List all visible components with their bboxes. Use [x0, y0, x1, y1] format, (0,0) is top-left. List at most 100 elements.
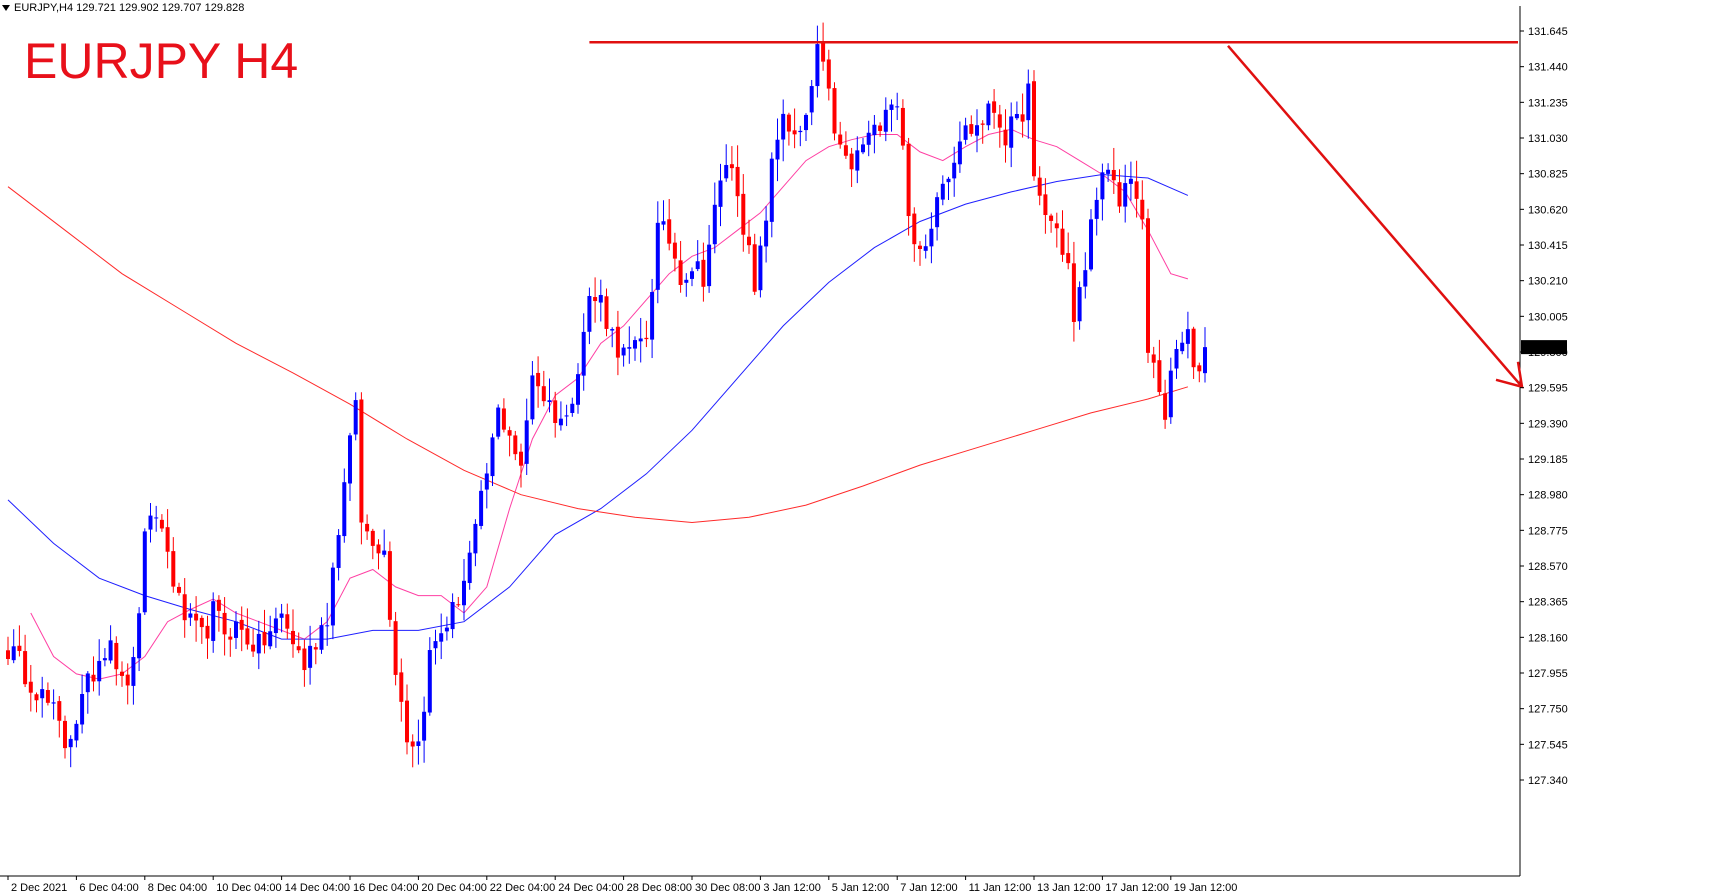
candle-body [593, 297, 598, 302]
candle [821, 22, 826, 71]
candle [507, 426, 512, 457]
candle-body [1168, 370, 1173, 418]
annotations [589, 41, 1524, 389]
y-tick-label: 131.440 [1528, 62, 1568, 74]
candle-body [63, 720, 67, 749]
candle-body [912, 213, 917, 245]
candle [593, 277, 598, 323]
candle [695, 240, 700, 272]
candle [23, 634, 28, 688]
candle [581, 313, 586, 391]
candle-body [781, 113, 786, 140]
candle [1077, 281, 1082, 330]
candle-body [165, 527, 170, 552]
candle [975, 109, 979, 153]
candle-body [735, 166, 740, 197]
y-tick-label: 131.645 [1528, 26, 1568, 38]
x-tick-label: 11 Jan 12:00 [969, 882, 1032, 894]
candle [1146, 208, 1150, 363]
candle-body [1026, 83, 1031, 121]
y-tick-label: 127.750 [1528, 704, 1568, 716]
candle [935, 192, 940, 241]
candle-body [1060, 228, 1065, 255]
candle-body [1071, 263, 1076, 322]
candle [724, 144, 729, 182]
candle-body [1157, 360, 1162, 393]
candle [1049, 213, 1054, 233]
candle [900, 99, 905, 150]
candle-body [484, 473, 489, 490]
candle [501, 398, 506, 433]
candle-body [621, 347, 626, 356]
candle-body [769, 158, 774, 222]
chart-big-title: EURJPY H4 [24, 33, 299, 89]
candle [17, 625, 22, 657]
last-price-label-bg [1521, 340, 1567, 355]
candle [849, 147, 854, 188]
candle [946, 176, 951, 201]
candle [690, 267, 694, 287]
dropdown-triangle-icon[interactable] [2, 4, 10, 11]
candle-body [826, 59, 831, 89]
candle [1203, 327, 1207, 383]
candle-body [154, 517, 159, 519]
candle [6, 636, 10, 665]
candle-body [1089, 219, 1093, 270]
candle-body [279, 613, 284, 618]
candle [40, 676, 45, 718]
candle-body [251, 644, 256, 652]
candle-body [188, 613, 193, 618]
moving-average-line [7, 173, 1189, 640]
candle [45, 682, 50, 706]
candle [1168, 357, 1173, 424]
price-axis: 131.645 131.440 131.235 131.030 130.825 130.6… [1520, 26, 1568, 787]
candle [570, 397, 575, 417]
candle-body [741, 193, 746, 235]
candle-body [85, 673, 90, 693]
x-tick-label: 3 Jan 12:00 [763, 882, 821, 894]
candle [262, 609, 267, 654]
time-axis: 2 Dec 2021 6 Dec 04:00 8 Dec 04:00 10 Dec 0… [7, 876, 1237, 894]
candle [125, 663, 130, 705]
candle-body [598, 294, 603, 303]
candle-body [655, 222, 660, 290]
candle [51, 689, 56, 720]
candle [741, 174, 746, 252]
candle-body [815, 44, 820, 87]
candle-body [821, 42, 826, 62]
candle [68, 735, 73, 768]
x-tick-label: 17 Jan 12:00 [1105, 882, 1169, 894]
candle [615, 310, 620, 376]
candle-body [804, 114, 808, 131]
candle [906, 137, 911, 236]
candle [348, 432, 352, 501]
candle-body [843, 145, 848, 156]
candle-body [1174, 348, 1179, 369]
candle [547, 378, 552, 413]
candle [1009, 102, 1014, 168]
candle-body [74, 723, 79, 741]
candle-body [963, 125, 968, 140]
candle [177, 582, 181, 596]
candle-body [678, 260, 683, 285]
candle [359, 392, 364, 545]
candle [273, 607, 278, 648]
x-tick-label: 5 Jan 12:00 [832, 882, 890, 894]
candle-body [1100, 172, 1105, 200]
candle-body [536, 372, 541, 387]
candle-body [553, 400, 558, 423]
candle-body [1134, 181, 1139, 199]
candle-body [120, 671, 124, 676]
symbol-info: EURJPY,H4 129.721 129.902 129.707 129.82… [0, 0, 244, 16]
y-tick-label: 127.545 [1528, 739, 1568, 751]
x-tick-label: 22 Dec 04:00 [490, 882, 555, 894]
candle [576, 363, 580, 414]
candle [627, 326, 632, 364]
candle [194, 596, 199, 642]
candle [747, 219, 751, 254]
candle [325, 602, 330, 646]
candle-body [667, 219, 672, 244]
candle-body [997, 114, 1002, 128]
candle-body [900, 107, 905, 146]
